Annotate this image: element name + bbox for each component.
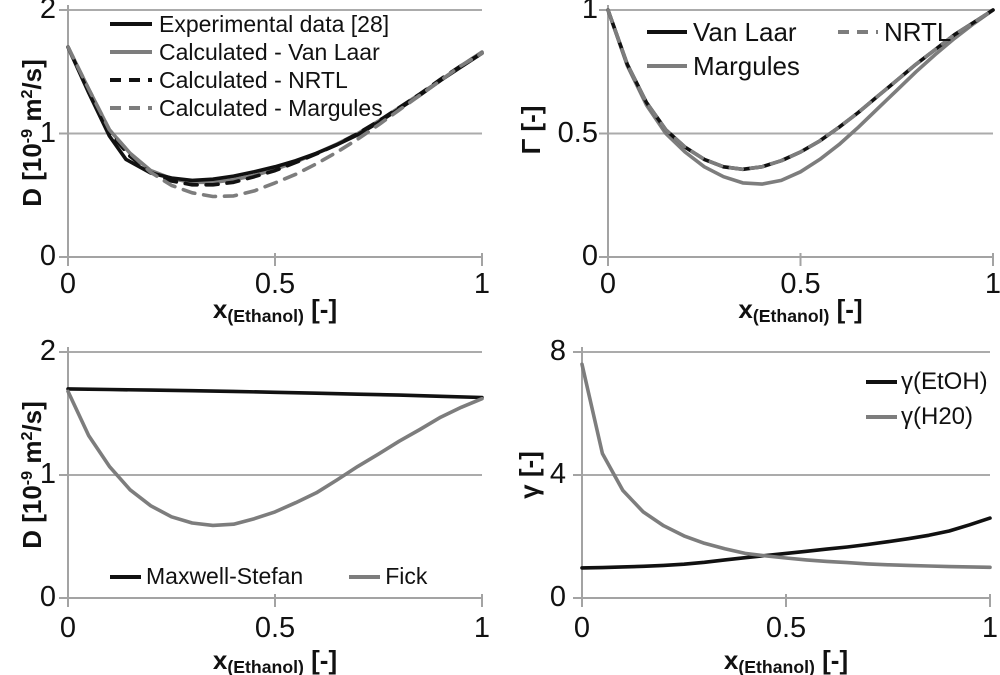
x-axis-title: x(Ethanol) [-] [636,645,936,675]
legend-label: Experimental data [28] [159,10,390,37]
panel-diffusion-models: D [10-9 m2/s] x(Ethanol) [-] Experimenta… [0,0,500,340]
y-tick-label: 0.5 [557,116,598,149]
axis-title-part: 2 [18,89,36,99]
series-etoh [580,516,992,570]
y-tick-label: 2 [39,0,56,25]
axis-title-part: (Ethanol) [752,305,830,326]
legend-item-fick: Fick [349,563,427,590]
axis-title-part: x [212,294,228,324]
axis-title-part: (Ethanol) [738,656,815,675]
series-fick [66,389,484,528]
legend: Experimental data [28] Calculated - Van L… [110,10,390,121]
legend-label: Fick [385,563,428,589]
axis-title-part: /s] [16,59,47,90]
plot-thermodynamic-factor [599,5,995,266]
x-tick-label: 1 [984,268,1000,300]
axis-title-part: D [10 [16,143,47,207]
legend: γ(EtOH) γ(H20) [866,368,988,430]
x-tick-label: 0 [59,268,77,300]
legend-label: Van Laar [693,16,797,47]
x-tick-label: 0.5 [765,612,807,644]
legend-item-nrtl: NRTL [837,16,952,48]
axis-title-part: 2 [18,431,36,441]
legend-item-calculated-margules: Calculated - Margules [110,94,389,121]
axis-title-part: x [212,645,228,675]
series-maxwell-stefan [66,387,484,400]
panel-thermodynamic-factor: Γ [-] x(Ethanol) [-] Van Laar Margules NRT… [500,0,1000,340]
x-tick-label: 0 [573,612,591,644]
y-tick-label: 0 [549,580,566,613]
legend-line-sample [647,64,687,68]
legend: Van Laar Margules NRTL [647,16,952,82]
legend-line-sample [647,30,687,34]
x-tick-label: 0.5 [254,612,296,644]
legend-line-sample [866,415,897,419]
legend-item-experimental-data-28: Experimental data [28] [110,10,390,37]
axis-title-part: (Ethanol) [227,305,304,326]
legend-line-sample [110,78,152,82]
x-tick-label: 0 [59,612,77,644]
legend-label: γ(H20) [901,403,974,430]
legend-line-sample [866,380,897,384]
y-tick-label: 0 [39,239,56,272]
plot-diffusion-models [59,5,484,266]
axis-title-part: x [738,294,753,324]
y-tick-label: 8 [549,334,566,367]
legend-item-etoh: γ(EtOH) [866,368,988,395]
legend-item-h20: γ(H20) [866,403,988,430]
y-tick-label: 2 [39,334,56,367]
legend: Maxwell-Stefan Fick [110,563,427,590]
axis-title-part: [-] [303,294,338,324]
y-tick-label: 4 [549,457,566,490]
legend-label: Calculated - Margules [159,94,383,121]
series-margules [606,8,995,186]
legend-line-sample [349,574,381,579]
legend-label: Calculated - Van Laar [159,38,380,65]
series-h20 [580,362,992,570]
panel-maxwell-stefan-vs-fick: D [10-9 m2/s] x(Ethanol) [-] Maxwell-Ste… [0,335,500,675]
legend-item-calculated-van-laar: Calculated - Van Laar [110,38,389,65]
axis-title-part: [-] [814,645,849,675]
legend-line-sample [837,30,878,34]
axis-title-part: D [10 [16,485,47,549]
legend-label: γ(EtOH) [901,368,988,395]
x-axis-title: x(Ethanol) [-] [125,294,425,327]
legend-label: NRTL [883,16,952,47]
axis-title-part: x [723,645,739,675]
x-tick-label: 1 [473,612,491,644]
legend-label: Calculated - NRTL [159,66,348,93]
x-tick-label: 0 [599,268,617,300]
series-nrtl [606,8,995,172]
y-tick-label: 0 [581,239,598,272]
axis-title-part: /s] [16,401,47,432]
axis-title-part: [-] [303,645,338,675]
legend-item-van-laar: Van Laar [647,17,800,48]
x-tick-label: 1 [473,268,491,300]
y-tick-label: 1 [581,0,598,25]
legend-line-sample [110,106,152,110]
plot-activity-coefficients [573,347,992,607]
plot-maxwell-stefan-vs-fick [59,347,484,607]
axis-title-part: [-] [829,294,863,324]
y-tick-label: 1 [39,116,56,149]
x-axis-title: x(Ethanol) [-] [125,645,425,675]
x-tick-label: 0.5 [780,268,821,300]
x-axis-title: x(Ethanol) [-] [651,294,951,327]
legend-label: Maxwell-Stefan [146,563,304,589]
y-tick-label: 1 [39,457,56,490]
legend-item-calculated-nrtl: Calculated - NRTL [110,66,389,93]
series-calculated-margules [66,45,484,199]
legend-line-sample [110,50,152,54]
x-tick-label: 0.5 [254,268,296,300]
legend-label: Margules [693,50,800,81]
x-tick-label: 1 [981,612,999,644]
legend-item-maxwell-stefan: Maxwell-Stefan [110,563,303,590]
y-tick-label: 0 [39,580,56,613]
axis-title-part: (Ethanol) [227,656,304,675]
legend-line-sample [110,22,152,26]
legend-item-margules: Margules [647,51,800,82]
legend-line-sample [110,574,141,579]
